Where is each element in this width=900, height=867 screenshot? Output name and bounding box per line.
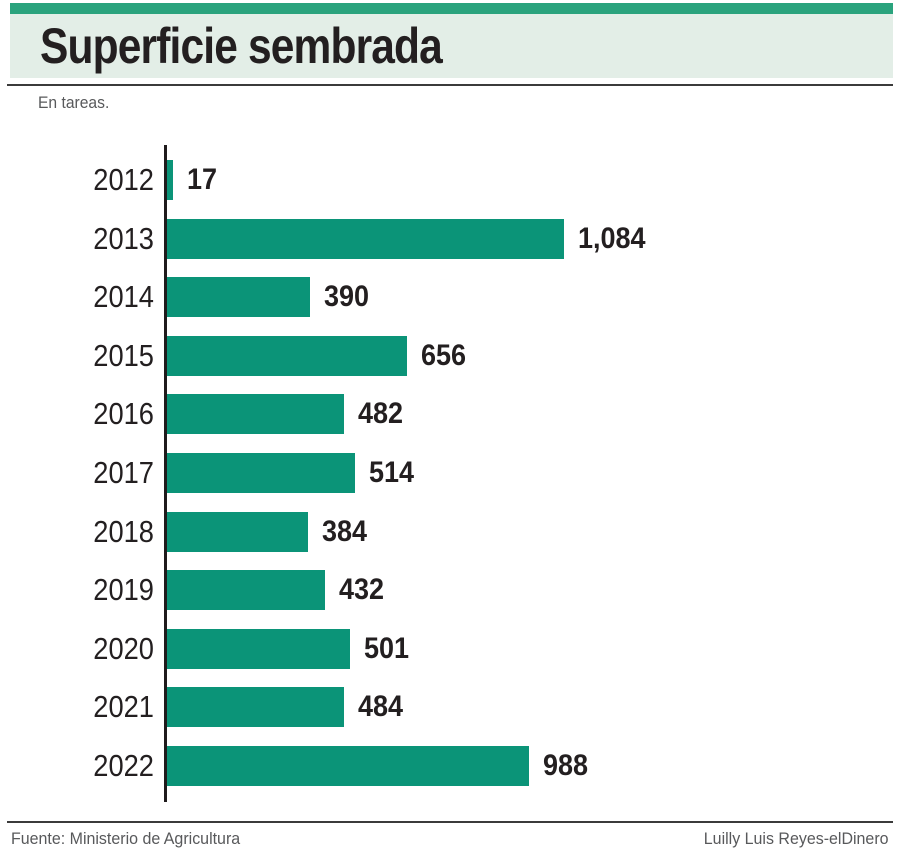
chart-row: 2014 390: [0, 277, 900, 318]
bar: [167, 394, 344, 435]
value-label: 988: [543, 749, 593, 783]
accent-strip: [10, 3, 893, 14]
bar: [167, 335, 407, 376]
footer-divider: [7, 821, 893, 823]
value-label-text: 656: [421, 338, 467, 372]
year-label-text: 2015: [93, 337, 154, 373]
year-label-text: 2018: [93, 513, 154, 549]
source-text: Fuente: Ministerio de Agricultura: [11, 829, 241, 848]
year-label-text: 2012: [93, 162, 154, 197]
footer: Fuente: Ministerio de Agricultura Luilly…: [11, 829, 889, 849]
chart-subtitle: En tareas.: [38, 93, 110, 112]
year-label-text: 2019: [93, 572, 154, 608]
title-band: Superficie sembrada: [10, 14, 893, 78]
year-label: 2017: [0, 455, 154, 491]
value-label-text: 1,084: [578, 221, 646, 255]
value-label: 384: [322, 515, 372, 549]
chart-row: 2017 514: [0, 452, 900, 493]
chart-rows: 2012 17 2013 1,084 2014 390 2015 656 2016 482 2017…: [0, 160, 900, 805]
value-label-text: 384: [322, 514, 368, 548]
chart-row: 2018 384: [0, 511, 900, 552]
header-divider: [7, 84, 893, 86]
year-label-text: 2013: [93, 220, 154, 256]
bar: [167, 628, 350, 669]
value-label: 482: [358, 397, 408, 431]
chart-row: 2015 656: [0, 335, 900, 376]
value-label: 514: [369, 456, 419, 490]
year-label: 2020: [0, 631, 154, 667]
year-label: 2015: [0, 338, 154, 374]
value-label-text: 17: [187, 163, 218, 196]
y-axis-line: [164, 145, 167, 802]
year-label-text: 2021: [93, 689, 154, 725]
value-label: 390: [324, 280, 374, 314]
bar-chart: 2012 17 2013 1,084 2014 390 2015 656 2016 482 2017…: [0, 145, 900, 805]
bar: [167, 511, 308, 552]
page-title: Superficie sembrada: [40, 18, 443, 74]
year-label-text: 2017: [93, 454, 154, 490]
bar: [167, 160, 173, 200]
year-label: 2018: [0, 514, 154, 550]
year-label-text: 2022: [93, 747, 154, 783]
chart-row: 2022 988: [0, 745, 900, 786]
year-label-text: 2014: [93, 279, 154, 315]
bar: [167, 452, 355, 493]
year-label: 2016: [0, 396, 154, 432]
value-label-text: 988: [543, 748, 589, 782]
chart-row: 2019 432: [0, 570, 900, 611]
value-label-text: 390: [324, 280, 370, 314]
chart-row: 2021 484: [0, 687, 900, 728]
year-label: 2013: [0, 221, 154, 257]
year-label-text: 2020: [93, 630, 154, 666]
chart-row: 2013 1,084: [0, 218, 900, 259]
year-label: 2022: [0, 748, 154, 784]
bar: [167, 218, 564, 259]
value-label-text: 501: [364, 631, 410, 665]
year-label: 2012: [0, 162, 154, 198]
year-label: 2021: [0, 689, 154, 725]
chart-row: 2020 501: [0, 628, 900, 669]
bar: [167, 687, 344, 728]
chart-row: 2012 17: [0, 160, 900, 200]
value-label: 432: [339, 573, 389, 607]
bar: [167, 745, 529, 786]
value-label-text: 484: [358, 690, 404, 724]
value-label-text: 432: [339, 573, 385, 607]
year-label: 2014: [0, 279, 154, 315]
year-label-text: 2016: [93, 396, 154, 432]
value-label: 1,084: [578, 222, 653, 256]
value-label: 17: [187, 163, 220, 197]
value-label: 656: [421, 339, 471, 373]
year-label: 2019: [0, 572, 154, 608]
bar: [167, 277, 310, 318]
credit-text: Luilly Luis Reyes-elDinero: [704, 829, 889, 848]
bar: [167, 570, 325, 611]
value-label-text: 514: [369, 455, 415, 489]
value-label: 484: [358, 690, 408, 724]
chart-row: 2016 482: [0, 394, 900, 435]
value-label: 501: [364, 632, 414, 666]
value-label-text: 482: [358, 397, 404, 431]
